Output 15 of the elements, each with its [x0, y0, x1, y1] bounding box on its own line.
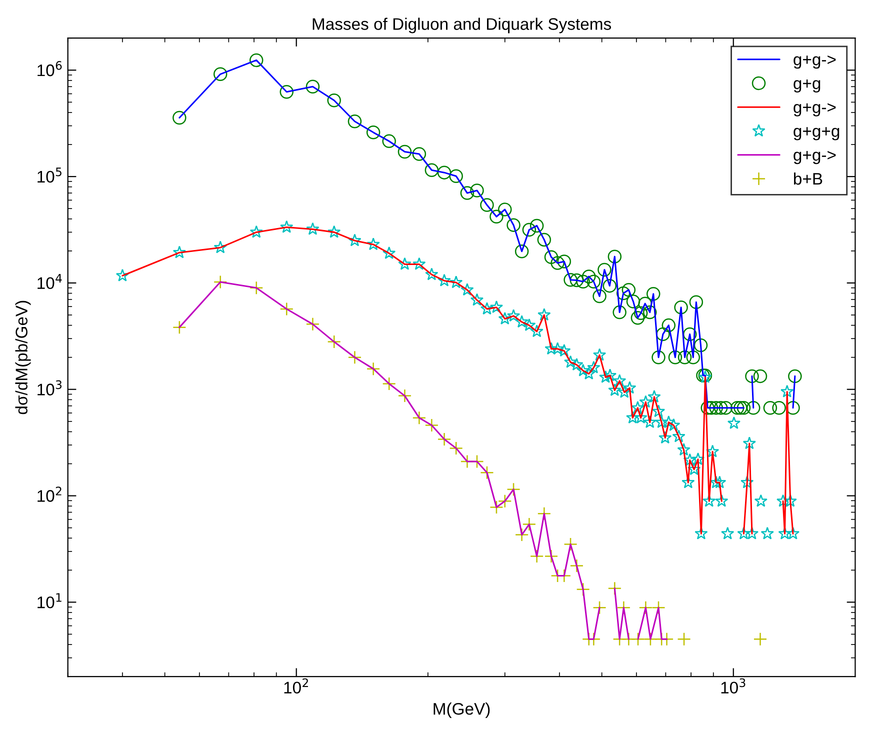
legend-label: g+g+g — [794, 127, 840, 140]
chart-title: Masses of Digluon and Diquark Systems — [312, 18, 612, 34]
legend-label: b+B — [794, 172, 822, 185]
legend-label: g+g-> — [794, 103, 836, 116]
y-tick-label: 10$^{4}$ — [38, 274, 62, 290]
y-axis-title: dσ/dM(pb/GeV) — [15, 300, 31, 414]
y-tick-label: 10$^{1}$ — [38, 593, 62, 608]
y-tick-label: 10$^{2}$ — [38, 486, 62, 502]
legend-label: g+g-> — [794, 150, 836, 164]
y-tick-label: 10$^{6}$ — [38, 61, 62, 76]
legend-label: g+g — [794, 79, 820, 93]
y-tick-label: 10$^{5}$ — [38, 168, 62, 183]
legend-label: g+g-> — [794, 55, 836, 69]
y-tick-label: 10$^{3}$ — [38, 380, 62, 396]
x-axis-title: M(GeV) — [434, 702, 490, 718]
